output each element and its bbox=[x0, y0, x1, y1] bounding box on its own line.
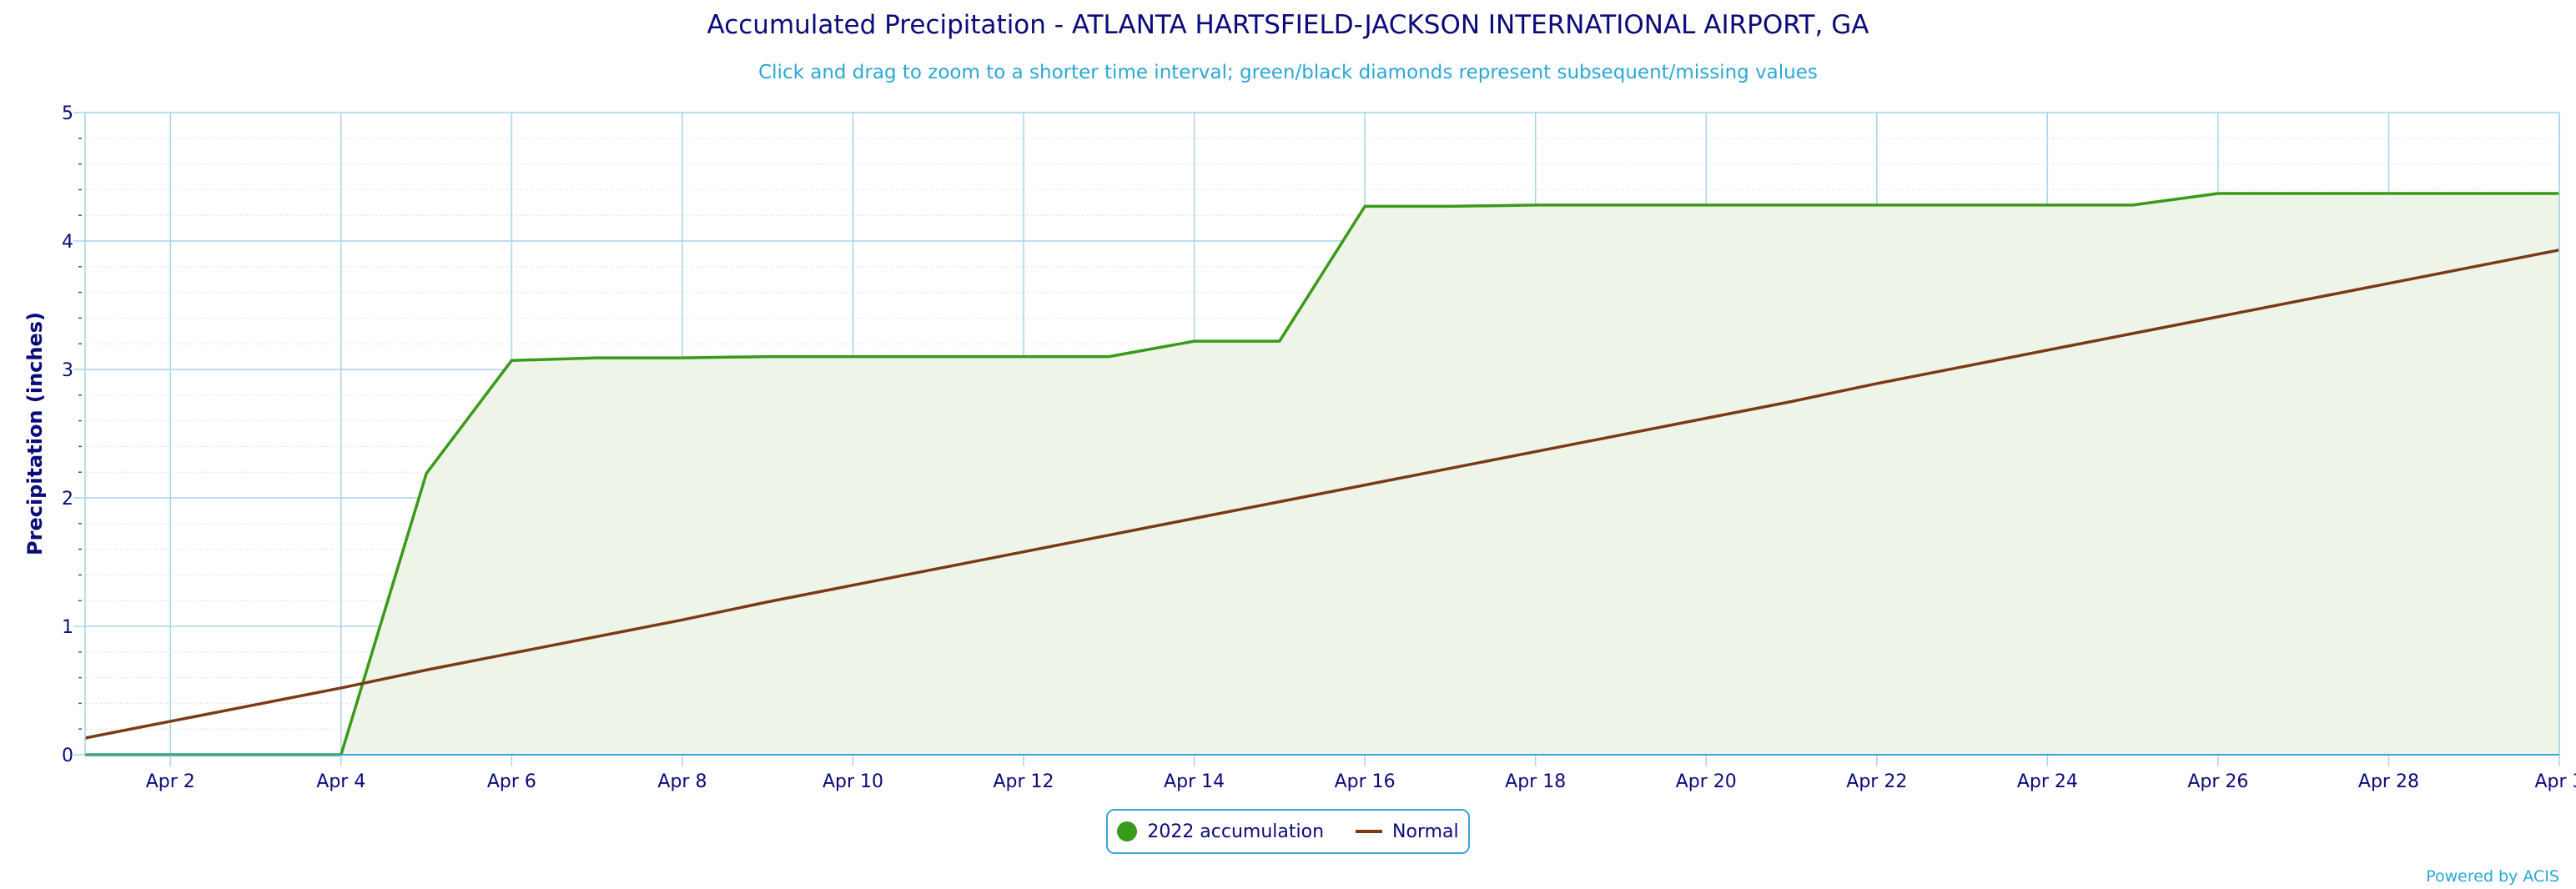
credits-link[interactable]: Powered by ACIS bbox=[2426, 867, 2559, 886]
legend-accumulation-label: 2022 accumulation bbox=[1147, 821, 1325, 842]
x-tick-label: Apr 8 bbox=[657, 771, 707, 792]
y-tick-label: 3 bbox=[62, 360, 73, 381]
x-tick-label: Apr 16 bbox=[1335, 771, 1396, 792]
x-tick-label: Apr 24 bbox=[2017, 771, 2078, 792]
x-tick-label: Apr 2 bbox=[146, 771, 195, 792]
y-tick-label: 2 bbox=[62, 489, 73, 510]
chart-subtitle: Click and drag to zoom to a shorter time… bbox=[758, 62, 1818, 83]
y-axis-label: Precipitation (inches) bbox=[23, 312, 47, 555]
series-line-normal[interactable] bbox=[84, 249, 2560, 740]
y-tick-label: 4 bbox=[62, 232, 73, 253]
x-tick-label: Apr 28 bbox=[2358, 771, 2419, 792]
accumulation-area bbox=[85, 193, 2559, 755]
legend-item-normal[interactable]: Normal bbox=[1356, 821, 1459, 842]
y-tick-label: 0 bbox=[62, 746, 73, 766]
x-tick-label: Apr 26 bbox=[2187, 771, 2248, 792]
x-tick-label: Apr 12 bbox=[994, 771, 1054, 792]
x-tick-label: Apr 10 bbox=[823, 771, 883, 792]
legend-item-accumulation[interactable]: 2022 accumulation bbox=[1117, 821, 1324, 842]
x-tick-label: Apr 22 bbox=[1846, 771, 1907, 792]
x-tick-label: Apr 3 bbox=[2534, 771, 2576, 792]
x-tick-label: Apr 18 bbox=[1505, 771, 1566, 792]
y-tick-label: 5 bbox=[62, 103, 73, 124]
legend-normal-label: Normal bbox=[1392, 821, 1459, 842]
legend-normal-marker bbox=[1356, 830, 1383, 833]
y-tick-label: 1 bbox=[62, 617, 73, 638]
series-line-2022-accumulation[interactable] bbox=[85, 192, 2559, 756]
x-tick-label: Apr 4 bbox=[316, 771, 365, 792]
chart-title: Accumulated Precipitation - ATLANTA HART… bbox=[707, 10, 1869, 40]
legend: 2022 accumulation Normal bbox=[1106, 809, 1470, 854]
x-tick-label: Apr 14 bbox=[1164, 771, 1225, 792]
legend-accumulation-marker bbox=[1117, 821, 1138, 841]
x-tick-label: Apr 20 bbox=[1676, 771, 1737, 792]
x-tick-label: Apr 6 bbox=[487, 771, 536, 792]
